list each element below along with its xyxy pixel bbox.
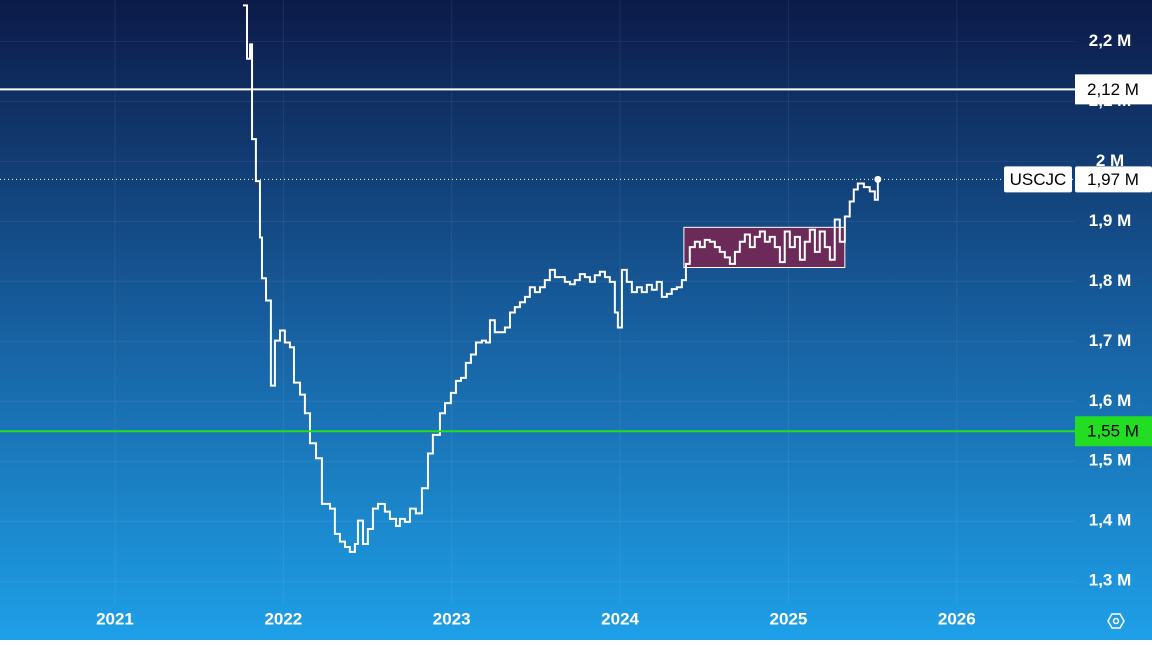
y-tick-label: 1,9 M bbox=[1089, 211, 1132, 230]
y-tick-label: 1,5 M bbox=[1089, 451, 1132, 470]
x-tick-label: 2022 bbox=[264, 609, 302, 628]
price-line bbox=[242, 4, 879, 553]
y-tick-label: 1,7 M bbox=[1089, 331, 1132, 350]
x-tick-label: 2026 bbox=[938, 609, 976, 628]
last-point bbox=[874, 175, 882, 183]
x-tick-label: 2024 bbox=[601, 609, 639, 628]
symbol-label: USCJC bbox=[1010, 170, 1067, 189]
x-tick-label: 2021 bbox=[96, 609, 134, 628]
last-price-label: 1,97 M bbox=[1087, 170, 1139, 189]
settings-icon[interactable] bbox=[1107, 613, 1125, 629]
y-tick-label: 2,2 M bbox=[1089, 31, 1132, 50]
y-tick-label: 1,3 M bbox=[1089, 571, 1132, 590]
last-price-box bbox=[1075, 166, 1152, 193]
y-tick-label: 1,4 M bbox=[1089, 511, 1132, 530]
price-label: 1,55 M bbox=[1087, 422, 1139, 441]
price-label: 2,12 M bbox=[1087, 80, 1139, 99]
y-tick-label: 1,6 M bbox=[1089, 391, 1132, 410]
symbol-label-box bbox=[1004, 166, 1072, 193]
x-tick-label: 2023 bbox=[433, 609, 471, 628]
price-label-box bbox=[1075, 74, 1152, 105]
price-label-box bbox=[1075, 416, 1152, 447]
x-tick-label: 2025 bbox=[770, 609, 808, 628]
y-tick-label: 1,8 M bbox=[1089, 271, 1132, 290]
y-tick-label: 2 M bbox=[1096, 151, 1124, 170]
